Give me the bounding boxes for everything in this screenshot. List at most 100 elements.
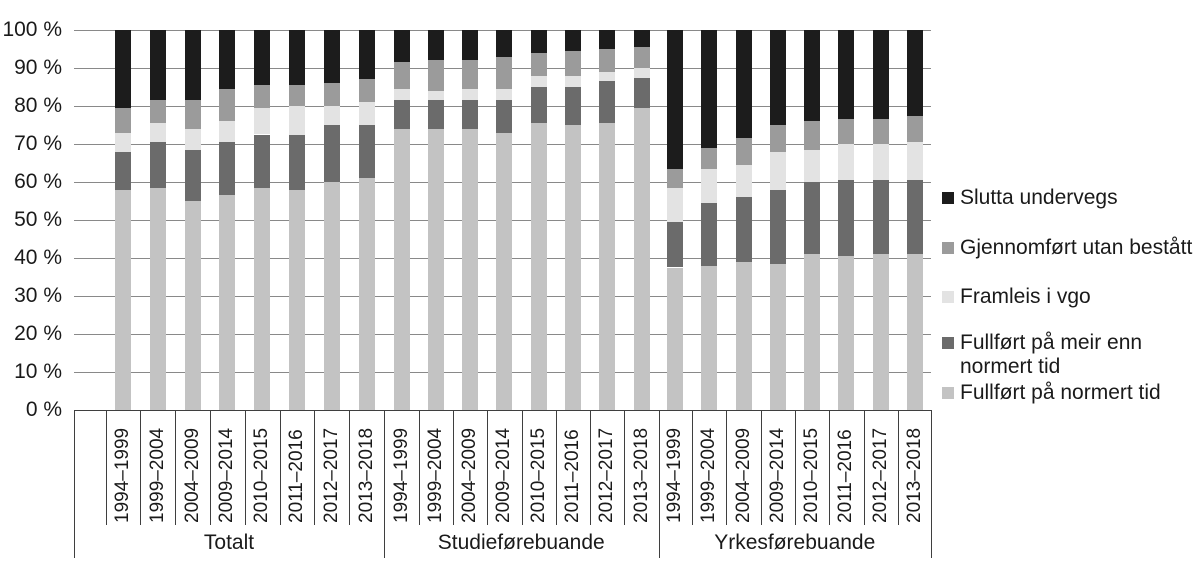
bar-segment-utan bbox=[254, 85, 271, 108]
category-divider-line bbox=[590, 410, 592, 525]
bar-segment-normert bbox=[462, 128, 479, 410]
bar-segment-utan bbox=[496, 56, 513, 89]
bar-segment-slutta bbox=[149, 30, 166, 101]
group-label: Totalt bbox=[203, 531, 255, 554]
category-divider-line bbox=[349, 410, 351, 525]
bar-segment-utan bbox=[872, 119, 889, 144]
group-separator-line bbox=[931, 410, 932, 558]
bar-segment-meir bbox=[427, 100, 444, 129]
bar-segment-framleis bbox=[323, 106, 340, 125]
bar-segment-utan bbox=[564, 50, 581, 76]
bar-segment-slutta bbox=[254, 30, 271, 86]
x-axis-label: 2012–2017 bbox=[869, 427, 891, 523]
bar-segment-meir bbox=[838, 180, 855, 257]
group-separator-line bbox=[74, 410, 75, 558]
bar-segment-meir bbox=[323, 125, 340, 182]
category-divider-line bbox=[314, 410, 316, 525]
category-divider-line bbox=[418, 410, 420, 525]
bar-segment-slutta bbox=[115, 30, 131, 108]
x-axis-label: 2004–2009 bbox=[181, 427, 203, 523]
bar-segment-normert bbox=[564, 125, 581, 410]
bar-segment-normert bbox=[530, 123, 547, 410]
bar-segment-slutta bbox=[564, 30, 581, 51]
legend-label: Gjennomført utan bestått bbox=[960, 236, 1193, 259]
bar-segment-framleis bbox=[427, 90, 444, 101]
legend-item: Slutta undervegs bbox=[942, 186, 1118, 210]
bar-segment-normert bbox=[667, 267, 683, 410]
bar-segment-meir bbox=[530, 87, 547, 124]
legend-label: Fullført på normert tid bbox=[960, 381, 1161, 404]
bar-segment-normert bbox=[804, 254, 821, 410]
bar-segment-utan bbox=[427, 60, 444, 91]
bar-segment-framleis bbox=[393, 88, 410, 101]
category-divider-line bbox=[726, 410, 728, 525]
bar-segment-normert bbox=[358, 178, 375, 410]
bar-segment-framleis bbox=[804, 149, 821, 182]
category-divider-line bbox=[487, 410, 489, 525]
x-axis-label: 2013–2018 bbox=[355, 427, 377, 523]
y-tick-label: 60 % bbox=[14, 170, 62, 193]
bar-segment-meir bbox=[462, 100, 479, 129]
bar-segment-meir bbox=[564, 87, 581, 125]
bar-segment-framleis bbox=[496, 88, 513, 101]
bar-segment-normert bbox=[393, 128, 410, 410]
bar-segment-framleis bbox=[633, 68, 650, 78]
y-tick-label: 20 % bbox=[14, 322, 62, 345]
bar-segment-framleis bbox=[115, 132, 131, 152]
bar-segment-utan bbox=[701, 147, 718, 169]
x-axis-label: 2013–2018 bbox=[904, 427, 925, 523]
bar-segment-slutta bbox=[323, 30, 340, 84]
bar-segment-meir bbox=[358, 125, 375, 179]
bar-segment-meir bbox=[219, 142, 236, 196]
x-axis-label: 1994–1999 bbox=[390, 427, 412, 523]
x-axis-label: 2009–2014 bbox=[766, 427, 788, 523]
bar-segment-normert bbox=[496, 132, 513, 410]
bar-segment-framleis bbox=[769, 151, 786, 190]
bar-segment-normert bbox=[254, 187, 271, 410]
bar-segment-framleis bbox=[667, 187, 683, 222]
bar-segment-framleis bbox=[701, 168, 718, 203]
category-divider-line bbox=[897, 410, 899, 525]
legend-swatch-framleis bbox=[942, 291, 954, 303]
y-tick-label: 10 % bbox=[14, 360, 62, 383]
category-divider-line bbox=[244, 410, 246, 525]
bar-segment-normert bbox=[838, 256, 855, 410]
bar-segment-framleis bbox=[838, 144, 855, 181]
bar-segment-utan bbox=[358, 79, 375, 103]
x-axis-line bbox=[74, 410, 931, 411]
bar-segment-framleis bbox=[358, 102, 375, 125]
category-divider-line bbox=[795, 410, 796, 525]
y-tick-label: 0 % bbox=[25, 398, 62, 421]
bar-segment-framleis bbox=[149, 123, 166, 143]
group-label: Yrkesførebuande bbox=[714, 531, 876, 554]
bar-segment-normert bbox=[323, 182, 340, 410]
category-divider-line bbox=[829, 410, 831, 525]
bar-segment-meir bbox=[667, 221, 683, 268]
bar-segment-meir bbox=[393, 100, 410, 129]
bar-segment-normert bbox=[701, 265, 718, 410]
bar-segment-utan bbox=[667, 168, 683, 188]
y-tick-label: 80 % bbox=[14, 94, 62, 117]
x-axis-label: 2011–2016 bbox=[285, 429, 307, 523]
bar-segment-slutta bbox=[599, 30, 616, 49]
bar-segment-slutta bbox=[872, 30, 889, 120]
legend-swatch-meir bbox=[942, 337, 954, 349]
category-divider-line bbox=[521, 410, 523, 525]
y-tick-label: 40 % bbox=[14, 246, 62, 269]
group-separator-line bbox=[384, 410, 385, 558]
bar-segment-framleis bbox=[254, 107, 271, 135]
x-axis-label: 1994–1999 bbox=[112, 427, 133, 523]
y-tick-label: 100 % bbox=[2, 18, 62, 41]
bar-segment-utan bbox=[184, 100, 201, 129]
category-divider-line bbox=[760, 410, 762, 525]
bar-segment-framleis bbox=[599, 71, 616, 82]
y-tick-label: 70 % bbox=[14, 132, 62, 155]
bar-segment-utan bbox=[323, 83, 340, 106]
bar-segment-framleis bbox=[219, 121, 236, 143]
group-label: Studieførebuande bbox=[437, 531, 605, 554]
bar-segment-meir bbox=[496, 100, 513, 133]
bar-segment-utan bbox=[769, 125, 786, 152]
x-axis-label: 2011–2016 bbox=[561, 429, 583, 523]
x-axis-label: 2010–2015 bbox=[527, 427, 549, 523]
